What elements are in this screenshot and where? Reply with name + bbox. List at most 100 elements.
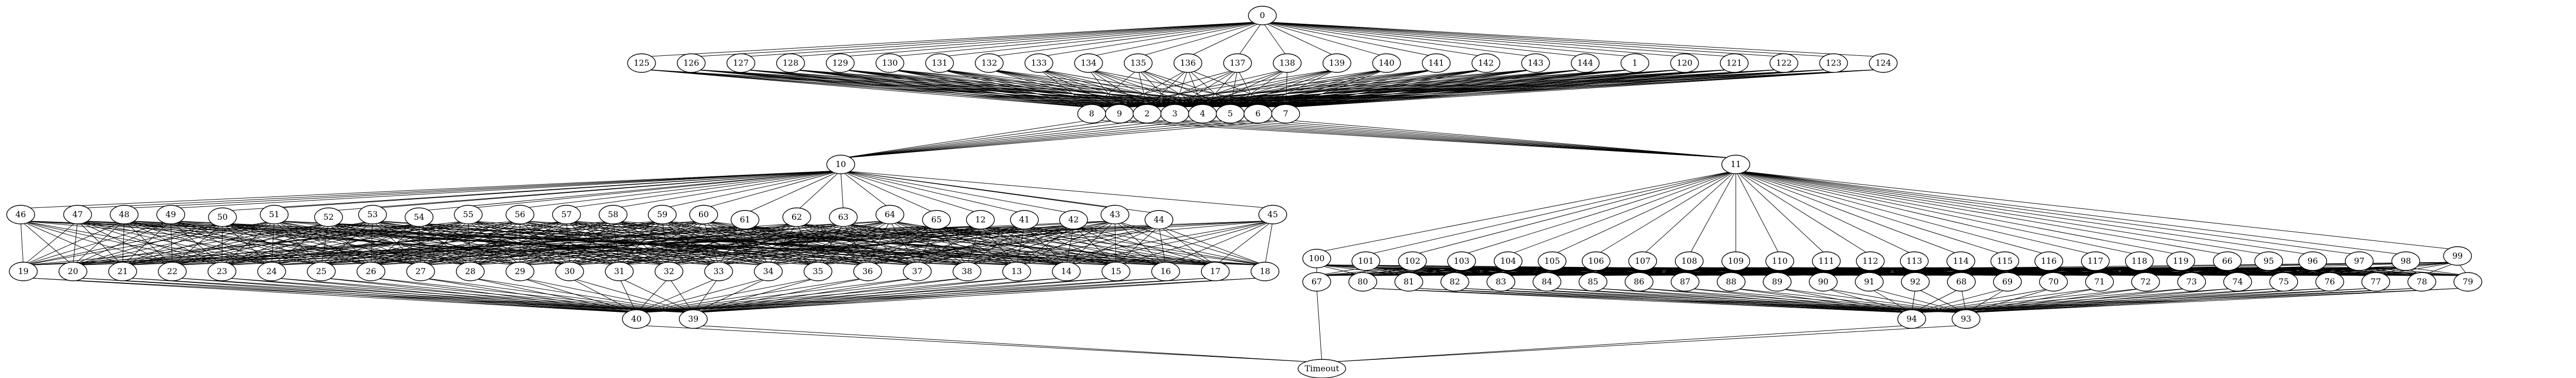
edge-45-16 bbox=[1165, 220, 1273, 266]
node-144-label: 144 bbox=[1577, 58, 1594, 68]
node-134-shape bbox=[1074, 53, 1103, 73]
node-61-shape bbox=[731, 210, 760, 230]
edge-10-59 bbox=[662, 170, 841, 209]
node-91-shape bbox=[1855, 272, 1884, 292]
edge-17-40 bbox=[636, 277, 1216, 313]
node-129: 129 bbox=[826, 53, 855, 73]
node-126-label: 126 bbox=[683, 58, 699, 68]
edge-44-25 bbox=[321, 225, 1159, 266]
edge-138-5 bbox=[1230, 69, 1288, 108]
node-130-shape bbox=[875, 53, 904, 73]
edge-0-120 bbox=[1262, 21, 1685, 57]
node-86-shape bbox=[1625, 272, 1654, 292]
edge-81-94 bbox=[1408, 288, 1912, 313]
node-17-shape bbox=[1201, 262, 1230, 281]
node-126: 126 bbox=[677, 53, 706, 73]
edge-45-14 bbox=[1066, 220, 1273, 266]
node-11: 11 bbox=[1721, 155, 1750, 174]
node-64-shape bbox=[875, 205, 904, 224]
edge-135-4 bbox=[1138, 69, 1203, 108]
node-101: 101 bbox=[1351, 251, 1380, 271]
node-79-shape bbox=[2453, 272, 2482, 292]
edge-35-40 bbox=[636, 277, 818, 313]
edge-60-34 bbox=[703, 220, 769, 266]
node-6: 6 bbox=[1243, 104, 1273, 124]
node-73-shape bbox=[2177, 272, 2206, 292]
edge-85-93 bbox=[1592, 288, 1967, 313]
edge-131-4 bbox=[939, 69, 1203, 108]
edge-24-39 bbox=[271, 277, 694, 313]
edge-62-33 bbox=[718, 223, 797, 266]
edge-40-Timeout bbox=[636, 325, 1322, 363]
node-6-label: 6 bbox=[1255, 109, 1260, 118]
edge-121-8 bbox=[1091, 69, 1735, 108]
node-85-shape bbox=[1579, 272, 1607, 292]
edge-86-94 bbox=[1639, 288, 1912, 313]
edge-63-15 bbox=[843, 223, 1116, 266]
edge-0-136 bbox=[1187, 21, 1263, 57]
node-4: 4 bbox=[1188, 104, 1217, 124]
edge-59-21 bbox=[122, 220, 663, 266]
node-13: 13 bbox=[1002, 262, 1031, 281]
node-85: 85 bbox=[1579, 272, 1607, 292]
edge-57-27 bbox=[420, 220, 567, 266]
node-73-label: 73 bbox=[2186, 277, 2197, 286]
node-37: 37 bbox=[903, 262, 932, 281]
edge-10-55 bbox=[468, 170, 841, 209]
node-112-shape bbox=[1856, 251, 1885, 271]
edge-50-22 bbox=[172, 223, 223, 266]
node-34: 34 bbox=[754, 262, 783, 281]
edge-79-93 bbox=[1965, 288, 2468, 313]
edge-33-40 bbox=[636, 277, 719, 313]
edge-22-39 bbox=[172, 277, 694, 313]
node-71-shape bbox=[2085, 272, 2114, 292]
node-116-shape bbox=[2034, 251, 2063, 271]
node-16-shape bbox=[1151, 262, 1180, 281]
node-106-shape bbox=[1582, 251, 1611, 271]
node-17-label: 17 bbox=[1210, 266, 1220, 276]
node-43: 43 bbox=[1100, 205, 1129, 224]
node-21-label: 21 bbox=[117, 266, 128, 276]
node-97-shape bbox=[2345, 251, 2374, 271]
node-64: 64 bbox=[875, 205, 904, 224]
node-98-shape bbox=[2391, 251, 2420, 271]
edge-54-30 bbox=[419, 223, 570, 266]
edge-63-14 bbox=[843, 223, 1067, 266]
edge-0-133 bbox=[1038, 21, 1263, 57]
node-139-shape bbox=[1322, 53, 1351, 73]
node-132-shape bbox=[975, 53, 1004, 73]
node-70: 70 bbox=[2039, 272, 2068, 292]
edge-133-4 bbox=[1038, 69, 1203, 108]
edge-128-2 bbox=[790, 69, 1148, 108]
node-129-label: 129 bbox=[832, 58, 848, 68]
node-35: 35 bbox=[803, 262, 832, 281]
edge-21-40 bbox=[122, 277, 637, 313]
edge-52-28 bbox=[328, 223, 471, 266]
node-106: 106 bbox=[1582, 251, 1611, 271]
node-31: 31 bbox=[605, 262, 634, 281]
node-114-shape bbox=[1946, 251, 1975, 271]
node-34-label: 34 bbox=[763, 266, 773, 276]
node-93-label: 93 bbox=[1961, 314, 1971, 324]
node-141-label: 141 bbox=[1428, 58, 1445, 68]
edge-68-94 bbox=[1911, 288, 1962, 313]
node-63: 63 bbox=[829, 207, 858, 227]
node-26-shape bbox=[356, 262, 385, 281]
edge-15-40 bbox=[636, 277, 1116, 313]
edge-0-140 bbox=[1262, 21, 1387, 57]
edge-10-54 bbox=[419, 170, 841, 211]
node-141: 141 bbox=[1422, 53, 1451, 73]
edge-135-8 bbox=[1091, 69, 1139, 108]
edge-62-31 bbox=[619, 223, 797, 266]
edge-6-10 bbox=[840, 119, 1258, 159]
node-77: 77 bbox=[2361, 272, 2390, 292]
edge-36-40 bbox=[636, 277, 868, 313]
node-23-shape bbox=[207, 262, 236, 281]
edge-135-2 bbox=[1138, 69, 1148, 108]
node-2: 2 bbox=[1133, 104, 1162, 124]
edge-61-36 bbox=[744, 225, 868, 266]
node-83-label: 83 bbox=[1496, 277, 1506, 286]
node-3: 3 bbox=[1160, 104, 1189, 124]
edge-124-7 bbox=[1285, 69, 1884, 108]
